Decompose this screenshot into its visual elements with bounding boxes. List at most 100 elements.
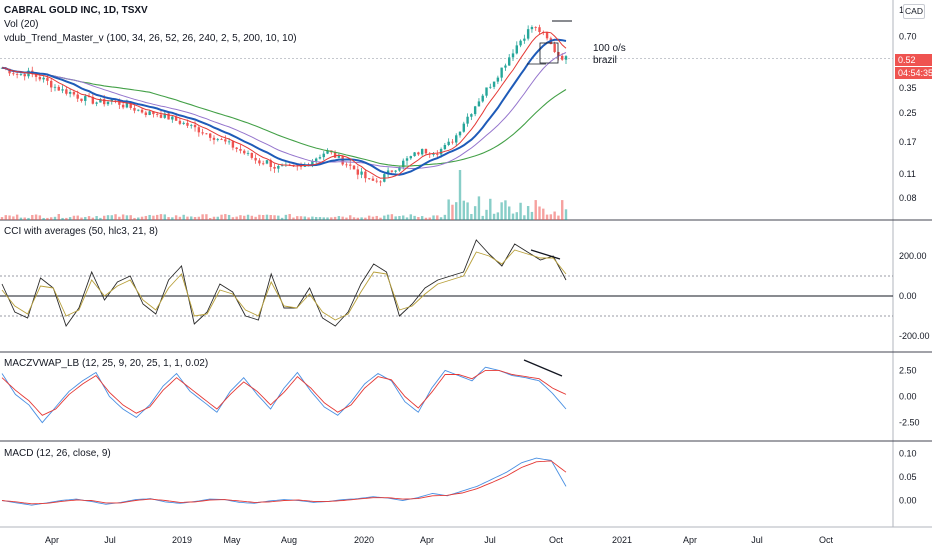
volume-bar bbox=[137, 217, 140, 220]
volume-bar bbox=[318, 217, 322, 220]
candle-body bbox=[57, 86, 60, 91]
candle-body bbox=[178, 120, 182, 124]
maczvwap-axis-tick-label: -2.50 bbox=[899, 418, 920, 428]
candle-body bbox=[345, 164, 348, 166]
candle-body bbox=[23, 74, 26, 77]
cci-average-line bbox=[1, 249, 567, 321]
volume-bar bbox=[443, 214, 447, 220]
candle-body bbox=[137, 109, 140, 111]
candle-body bbox=[511, 53, 515, 58]
maczvwap-axis-tick-label: 2.50 bbox=[899, 365, 917, 375]
candle-body bbox=[280, 165, 284, 167]
candle-body bbox=[190, 124, 193, 126]
volume-bar bbox=[383, 215, 386, 220]
volume-bar bbox=[231, 217, 235, 220]
candle-body bbox=[424, 148, 428, 154]
candle-body bbox=[515, 45, 518, 54]
candle-body bbox=[413, 152, 416, 157]
volume-bar bbox=[345, 217, 348, 220]
candle-body bbox=[496, 77, 500, 82]
candle-body bbox=[337, 155, 341, 158]
candle-body bbox=[523, 38, 526, 41]
candle-body bbox=[144, 112, 148, 116]
candle-body bbox=[273, 166, 276, 169]
candle-body bbox=[72, 92, 76, 95]
macd-axis-tick-label: 0.00 bbox=[899, 496, 917, 506]
volume-bar bbox=[12, 216, 15, 220]
volume-bar bbox=[481, 215, 484, 220]
volume-bar bbox=[462, 200, 465, 220]
volume-bar bbox=[208, 217, 212, 220]
volume-bar bbox=[549, 214, 553, 220]
candle-body bbox=[246, 152, 250, 154]
candle-body bbox=[379, 181, 382, 183]
maczvwap-axis-tick-label: 0.00 bbox=[899, 392, 917, 402]
volume-bar bbox=[496, 212, 500, 220]
volume-bar bbox=[216, 216, 219, 220]
volume-bar bbox=[121, 214, 125, 220]
candle-body bbox=[174, 116, 178, 121]
volume-bar bbox=[106, 215, 110, 220]
maczvwap-signal-line bbox=[1, 369, 567, 416]
cci-divergence-line bbox=[530, 249, 561, 260]
volume-bar bbox=[352, 217, 356, 220]
candle-body bbox=[326, 150, 329, 154]
volume-bar bbox=[27, 217, 30, 220]
time-axis-tick-label: 2019 bbox=[172, 535, 192, 545]
volume-bar bbox=[250, 215, 254, 220]
volume-bar bbox=[227, 214, 231, 220]
annotation-note-line1: 100 o/s bbox=[593, 43, 626, 54]
time-axis-tick-label: Jul bbox=[484, 535, 496, 545]
volume-bar bbox=[526, 206, 530, 220]
time-axis-tick-label: Jul bbox=[104, 535, 116, 545]
volume-bar bbox=[99, 217, 102, 220]
time-axis-tick-label: Oct bbox=[819, 535, 834, 545]
volume-bar bbox=[144, 215, 148, 220]
volume-bar bbox=[140, 216, 144, 220]
candle-body bbox=[193, 124, 197, 128]
volume-bar bbox=[508, 206, 511, 220]
candle-body bbox=[186, 122, 189, 126]
candle-body bbox=[15, 73, 19, 75]
candle-body bbox=[201, 132, 204, 134]
volume-bar bbox=[235, 216, 238, 220]
volume-bar bbox=[356, 217, 360, 220]
candle-body bbox=[477, 101, 481, 107]
price-axis-tick-label: 0.08 bbox=[899, 193, 917, 203]
volume-bar bbox=[504, 200, 507, 220]
candle-body bbox=[557, 51, 560, 56]
volume-bar bbox=[564, 209, 568, 220]
price-axis-tick-label: 0.35 bbox=[899, 83, 917, 93]
volume-bar bbox=[53, 216, 57, 220]
candle-body bbox=[545, 32, 549, 39]
volume-bar bbox=[405, 217, 409, 220]
ma-100-line bbox=[1, 67, 567, 167]
volume-bar bbox=[364, 217, 367, 220]
candle-body bbox=[360, 171, 363, 175]
currency-button[interactable]: CAD bbox=[903, 4, 925, 19]
volume-bar bbox=[280, 217, 284, 220]
volume-bar bbox=[87, 216, 91, 220]
candle-body bbox=[462, 123, 465, 132]
candle-body bbox=[50, 80, 53, 88]
candle-body bbox=[212, 137, 216, 140]
volume-bar bbox=[398, 215, 401, 220]
candle-body bbox=[68, 92, 72, 94]
candle-body bbox=[561, 55, 564, 60]
candle-body bbox=[530, 26, 534, 30]
candle-body bbox=[269, 160, 272, 167]
candle-body bbox=[133, 107, 136, 111]
candle-body bbox=[458, 131, 462, 136]
ma-34-line bbox=[1, 38, 567, 176]
macd-axis-tick-label: 0.05 bbox=[899, 472, 917, 482]
volume-bar bbox=[80, 217, 83, 220]
candle-body bbox=[277, 165, 280, 169]
candle-body bbox=[473, 106, 477, 115]
candle-body bbox=[46, 77, 49, 81]
candle-body bbox=[155, 114, 159, 115]
candle-body bbox=[205, 133, 208, 135]
candle-body bbox=[95, 102, 98, 104]
volume-bar bbox=[193, 217, 197, 220]
volume-bar bbox=[477, 196, 481, 220]
